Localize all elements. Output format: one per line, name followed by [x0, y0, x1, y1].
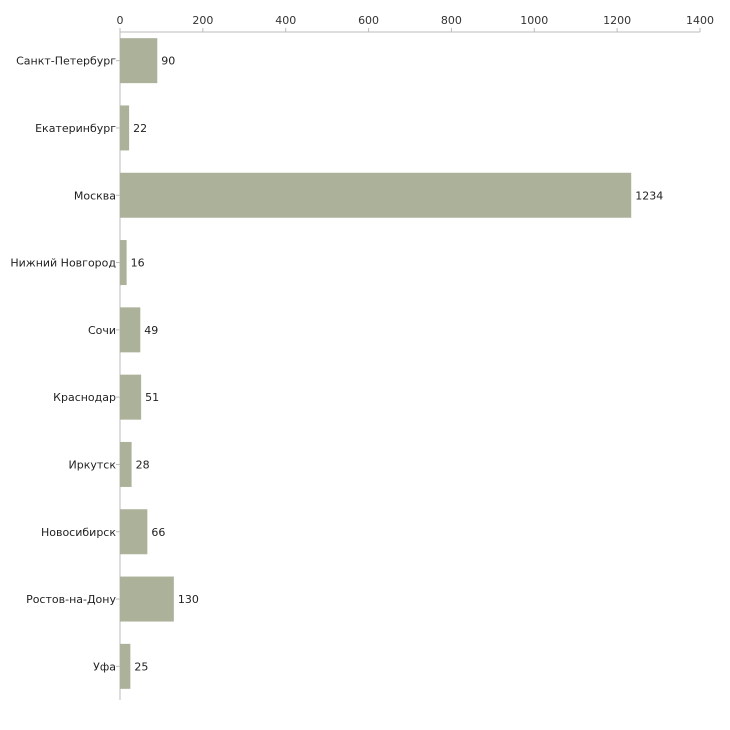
value-label: 16 — [131, 257, 145, 270]
value-label: 130 — [178, 593, 199, 606]
bar — [120, 105, 130, 151]
x-tick-label: 1000 — [520, 14, 548, 27]
value-label: 22 — [133, 122, 147, 135]
value-label: 28 — [136, 458, 150, 471]
category-label: Краснодар — [53, 391, 116, 404]
x-tick-label: 1400 — [686, 14, 714, 27]
value-label: 66 — [151, 526, 165, 539]
x-tick-label: 400 — [275, 14, 296, 27]
bar — [120, 441, 132, 487]
category-label: Екатеринбург — [35, 122, 116, 135]
bar — [120, 576, 174, 622]
value-labels: 90 22 1234 16 49 51 28 66 130 25 — [131, 55, 664, 674]
value-label: 49 — [144, 324, 158, 337]
category-label: Нижний Новгород — [10, 257, 116, 270]
bar — [120, 374, 142, 420]
value-label: 1234 — [635, 189, 663, 202]
category-label: Уфа — [93, 660, 116, 673]
bar — [120, 307, 141, 353]
value-label: 90 — [161, 55, 175, 68]
x-tick-label: 200 — [192, 14, 213, 27]
category-label: Новосибирск — [41, 526, 116, 539]
x-tick-label: 600 — [358, 14, 379, 27]
value-label: 51 — [145, 391, 159, 404]
category-label: Сочи — [88, 324, 116, 337]
category-label: Ростов-на-Дону — [26, 593, 116, 606]
x-axis: 0 200 400 600 800 1000 1200 1400 — [117, 14, 714, 33]
x-tick-label: 1200 — [603, 14, 631, 27]
bar — [120, 172, 632, 218]
bar — [120, 38, 158, 84]
value-label: 25 — [134, 660, 148, 673]
category-label: Москва — [74, 189, 116, 202]
x-tick-label: 0 — [117, 14, 124, 27]
bar — [120, 643, 131, 689]
x-tick-label: 800 — [441, 14, 462, 27]
bars — [120, 38, 632, 689]
bar — [120, 240, 127, 286]
y-axis: Санкт-Петербург Екатеринбург Москва Нижний … — [10, 32, 121, 700]
category-label: Иркутск — [69, 458, 117, 471]
category-label: Санкт-Петербург — [16, 55, 116, 68]
bar — [120, 509, 148, 555]
